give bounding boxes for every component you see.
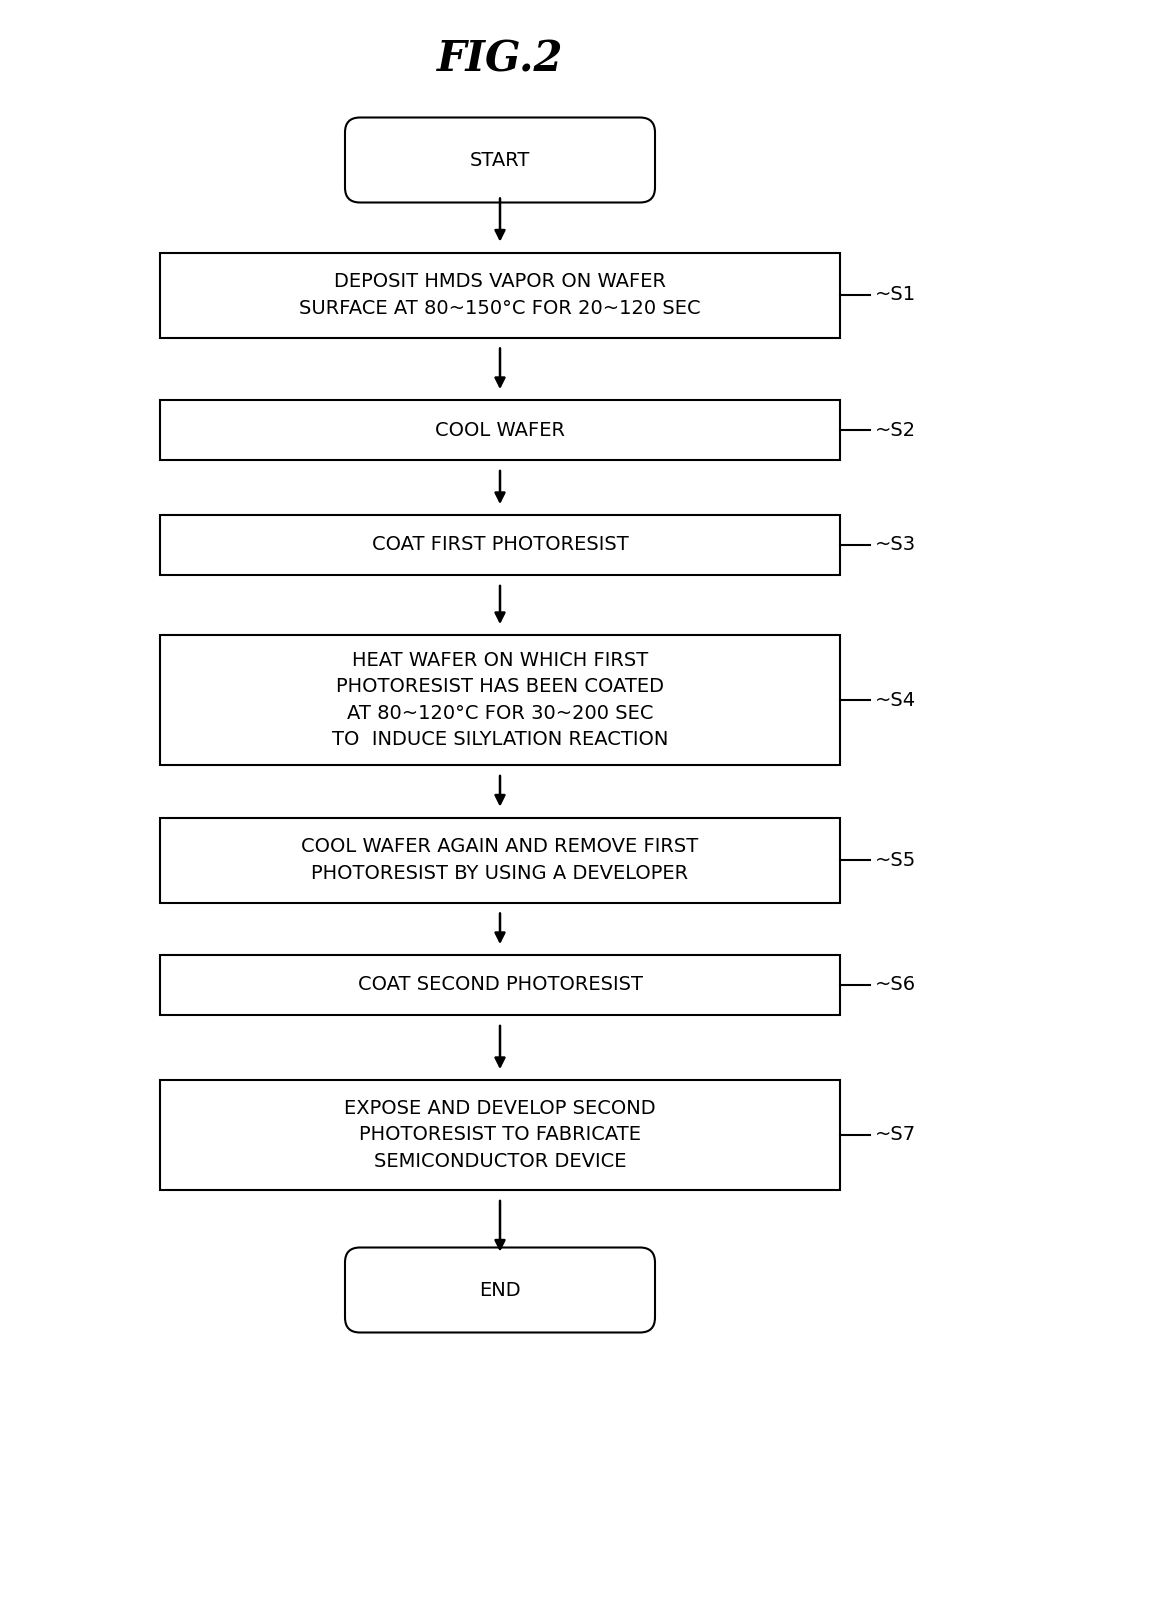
Text: ~S4: ~S4 (876, 690, 916, 710)
Text: DEPOSIT HMDS VAPOR ON WAFER
SURFACE AT 80~150°C FOR 20~120 SEC: DEPOSIT HMDS VAPOR ON WAFER SURFACE AT 8… (299, 272, 700, 318)
Text: FIG.2: FIG.2 (437, 39, 563, 81)
Bar (160, 956, 841, 1016)
Bar (160, 253, 841, 337)
Text: START: START (470, 151, 531, 170)
FancyBboxPatch shape (345, 1247, 655, 1333)
Text: ~S6: ~S6 (876, 975, 916, 995)
Text: ~S2: ~S2 (876, 421, 916, 439)
Text: COOL WAFER: COOL WAFER (435, 421, 565, 439)
Bar (160, 515, 841, 575)
FancyBboxPatch shape (345, 118, 655, 202)
Text: EXPOSE AND DEVELOP SECOND
PHOTORESIST TO FABRICATE
SEMICONDUCTOR DEVICE: EXPOSE AND DEVELOP SECOND PHOTORESIST TO… (344, 1098, 656, 1171)
Text: ~S7: ~S7 (876, 1126, 916, 1144)
Text: COAT SECOND PHOTORESIST: COAT SECOND PHOTORESIST (358, 975, 643, 995)
Text: ~S3: ~S3 (876, 536, 916, 554)
Bar (160, 635, 841, 765)
Bar (160, 1081, 841, 1191)
Text: END: END (479, 1280, 521, 1299)
Bar (160, 818, 841, 902)
Text: COAT FIRST PHOTORESIST: COAT FIRST PHOTORESIST (372, 536, 629, 554)
Text: COOL WAFER AGAIN AND REMOVE FIRST
PHOTORESIST BY USING A DEVELOPER: COOL WAFER AGAIN AND REMOVE FIRST PHOTOR… (302, 838, 699, 883)
Bar (160, 400, 841, 460)
Text: ~S1: ~S1 (876, 285, 916, 305)
Text: HEAT WAFER ON WHICH FIRST
PHOTORESIST HAS BEEN COATED
AT 80~120°C FOR 30~200 SEC: HEAT WAFER ON WHICH FIRST PHOTORESIST HA… (332, 651, 669, 750)
Text: ~S5: ~S5 (876, 850, 916, 870)
